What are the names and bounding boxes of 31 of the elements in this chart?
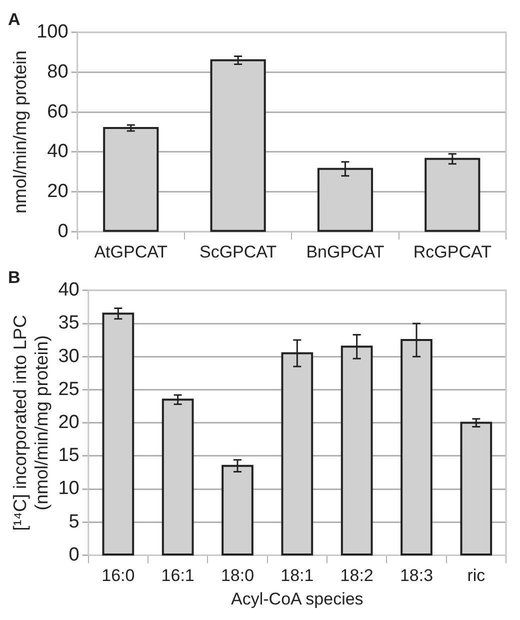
y-tick-label: 20 — [47, 180, 68, 202]
y-tick-label: 20 — [58, 412, 80, 434]
y-tick-label: 100 — [36, 22, 68, 43]
y-tick-label: 0 — [68, 544, 80, 566]
y-tick-label: 35 — [58, 312, 80, 334]
x-tick-label: RcGPCAT — [413, 242, 492, 262]
x-tick-label: BnGPCAT — [306, 242, 384, 262]
x-tick-label: ric — [467, 566, 486, 586]
x-tick-label: 18:3 — [400, 566, 434, 586]
y-axis-title: [¹⁴C] incorporated into LPC (nmol/min/mg protein) — [10, 314, 52, 531]
x-tick-label: 18:2 — [340, 566, 374, 586]
y-tick-label: 30 — [58, 346, 80, 367]
x-tick-label: 16:1 — [161, 566, 194, 586]
chart-title: A — [8, 10, 20, 29]
y-tick-label: 0 — [58, 220, 68, 242]
y-axis-title: nmol/min/mg protein — [10, 50, 30, 214]
y-tick-label: 15 — [58, 445, 80, 466]
x-tick-label: 16:0 — [102, 566, 135, 586]
x-tick-label: 18:1 — [280, 566, 314, 586]
y-tick-label: 5 — [68, 511, 80, 532]
x-tick-label: AtGPCAT — [94, 242, 168, 262]
chart-title: B — [8, 268, 20, 287]
x-axis-title: Acyl-CoA species — [231, 589, 364, 608]
x-tick-label: 18:0 — [220, 566, 254, 586]
y-tick-label: 40 — [58, 280, 80, 301]
y-tick-label: 60 — [47, 101, 68, 122]
y-tick-label: 40 — [47, 141, 68, 162]
y-tick-label: 80 — [47, 61, 68, 82]
y-tick-label: 25 — [58, 378, 80, 400]
y-tick-label: 10 — [58, 478, 80, 500]
x-tick-label: ScGPCAT — [199, 242, 277, 262]
